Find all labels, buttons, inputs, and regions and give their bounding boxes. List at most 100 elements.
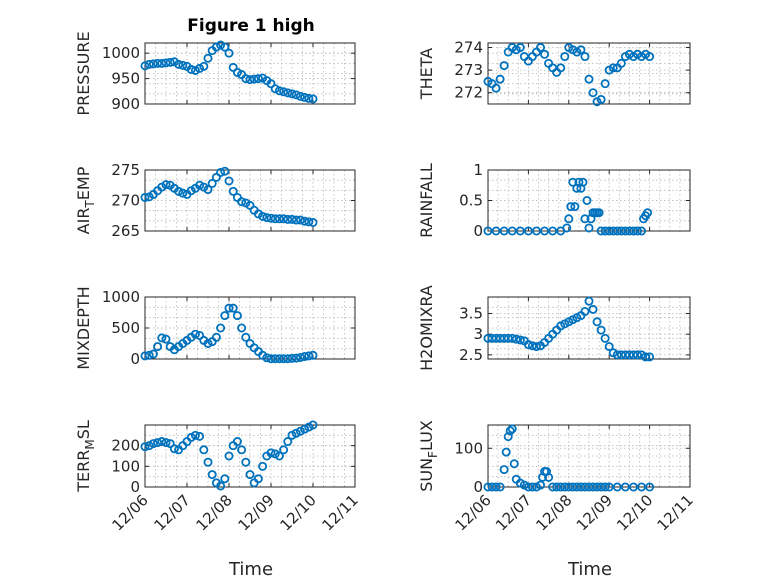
y-tick-label: 1 bbox=[473, 161, 483, 179]
data-point bbox=[283, 214, 293, 224]
data-point bbox=[596, 94, 606, 104]
data-point bbox=[491, 482, 501, 492]
data-point bbox=[556, 63, 566, 73]
data-point bbox=[300, 216, 310, 226]
data-point bbox=[161, 438, 171, 448]
data-point bbox=[596, 325, 606, 335]
data-point bbox=[140, 192, 150, 202]
data-point bbox=[580, 306, 590, 316]
data-point bbox=[578, 177, 588, 187]
data-point bbox=[540, 49, 550, 59]
data-point bbox=[515, 43, 525, 53]
y-tick-label: 270 bbox=[111, 192, 140, 210]
axes-frame bbox=[144, 42, 356, 105]
data-point bbox=[645, 52, 655, 62]
y-axis-label-part: TERR bbox=[74, 450, 93, 493]
x-axis-label: Time bbox=[228, 559, 273, 580]
data-point bbox=[144, 350, 154, 360]
data-point bbox=[207, 470, 217, 480]
data-point bbox=[220, 42, 230, 52]
data-point bbox=[291, 215, 301, 225]
y-tick-label: 273 bbox=[454, 61, 483, 79]
data-point bbox=[203, 457, 213, 467]
data-point bbox=[237, 445, 247, 455]
data-point bbox=[241, 74, 251, 84]
data-point bbox=[283, 88, 293, 98]
data-point bbox=[232, 437, 242, 447]
y-tick-label: 3 bbox=[473, 325, 483, 343]
data-point bbox=[287, 353, 297, 363]
data-point bbox=[295, 215, 305, 225]
data-point bbox=[258, 461, 268, 471]
data-point bbox=[161, 180, 171, 190]
data-point bbox=[641, 352, 651, 362]
data-point bbox=[588, 88, 598, 98]
data-point bbox=[592, 317, 602, 327]
y-tick-label: 275 bbox=[111, 161, 140, 179]
data-point bbox=[594, 208, 604, 218]
y-axis-label: PRESSURE bbox=[74, 31, 93, 115]
data-point bbox=[287, 89, 297, 99]
data-point bbox=[195, 180, 205, 190]
y-tick-label: 1000 bbox=[102, 44, 140, 62]
data-point bbox=[178, 60, 188, 70]
y-tick-label: 265 bbox=[111, 222, 140, 240]
data-point bbox=[295, 352, 305, 362]
data-point bbox=[245, 470, 255, 480]
y-axis-label-subscript: F bbox=[426, 451, 440, 458]
data-point bbox=[228, 186, 238, 196]
data-point bbox=[580, 52, 590, 62]
subplot-pressure: 900 950 1000 PRESSURE bbox=[74, 31, 356, 116]
data-point bbox=[645, 482, 655, 492]
data-point bbox=[527, 482, 537, 492]
data-point bbox=[203, 338, 213, 348]
data-point bbox=[643, 208, 653, 218]
data-point bbox=[560, 52, 570, 62]
data-point bbox=[224, 303, 234, 313]
data-point bbox=[283, 437, 293, 447]
data-point bbox=[645, 352, 655, 362]
data-point bbox=[190, 430, 200, 440]
data-point bbox=[584, 74, 594, 84]
data-point bbox=[220, 474, 230, 484]
y-tick-label: 274 bbox=[454, 39, 483, 57]
y-axis-label: SUNFLUX bbox=[417, 420, 440, 492]
data-point bbox=[536, 43, 546, 53]
data-point bbox=[503, 333, 513, 343]
data-point bbox=[531, 342, 541, 352]
y-tick-label: 0 bbox=[130, 350, 140, 368]
data-point bbox=[274, 451, 284, 461]
data-point bbox=[216, 481, 226, 491]
data-point bbox=[505, 426, 515, 436]
y-axis-label: TERRMSL bbox=[74, 420, 97, 493]
subplot-rainfall: 0 0.5 1 RAINFALL bbox=[417, 161, 691, 240]
data-point bbox=[211, 332, 221, 342]
figure-title: Figure 1 high bbox=[187, 16, 315, 36]
data-point bbox=[568, 177, 578, 187]
data-point bbox=[588, 304, 598, 314]
data-point bbox=[153, 342, 163, 352]
y-tick-label: 1000 bbox=[102, 288, 140, 306]
data-point bbox=[499, 465, 509, 475]
y-axis-label-part: EMP bbox=[74, 166, 93, 200]
data-point bbox=[140, 61, 150, 71]
y-tick-label: 0 bbox=[473, 478, 483, 496]
data-point bbox=[632, 350, 642, 360]
data-point bbox=[258, 211, 268, 221]
data-point bbox=[220, 166, 230, 176]
data-point bbox=[199, 61, 209, 71]
data-point bbox=[274, 86, 284, 96]
data-point bbox=[165, 57, 175, 67]
data-point bbox=[523, 340, 533, 350]
y-tick-label: 950 bbox=[111, 70, 140, 88]
data-point bbox=[237, 323, 247, 333]
data-point bbox=[157, 58, 167, 68]
data-point bbox=[157, 333, 167, 343]
data-point bbox=[580, 214, 590, 224]
data-point bbox=[241, 332, 251, 342]
data-point bbox=[161, 58, 171, 68]
data-point bbox=[600, 79, 610, 89]
